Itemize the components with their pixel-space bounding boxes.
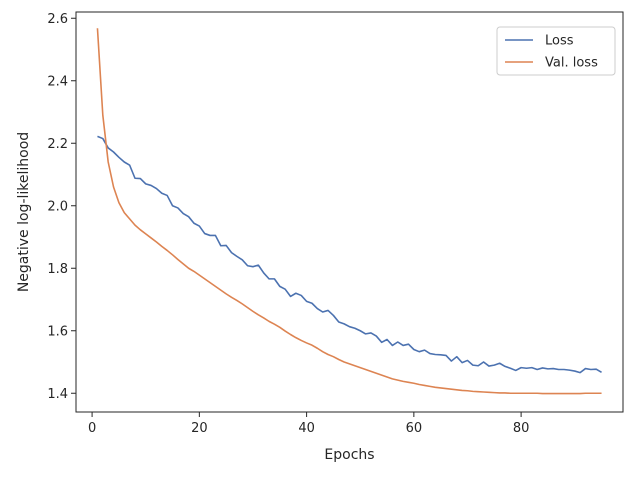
x-tick-label: 0 bbox=[88, 421, 96, 436]
x-tick-label: 40 bbox=[298, 421, 315, 436]
y-tick-label: 1.6 bbox=[47, 324, 68, 339]
y-tick-label: 2.2 bbox=[47, 137, 68, 152]
series-line-loss bbox=[97, 135, 602, 374]
series-line-val-loss bbox=[96, 28, 602, 395]
x-tick-label: 60 bbox=[406, 421, 423, 436]
legend-label: Val. loss bbox=[545, 56, 598, 71]
x-tick-label: 80 bbox=[513, 421, 530, 436]
y-tick-label: 2.0 bbox=[47, 199, 68, 214]
y-tick-label: 1.4 bbox=[47, 387, 68, 402]
legend-label: Loss bbox=[545, 34, 574, 49]
y-tick-label: 1.8 bbox=[47, 262, 68, 277]
legend-box bbox=[496, 26, 616, 76]
x-axis-label: Epochs bbox=[324, 447, 374, 463]
axes: 0 20 40 60 80 1.4 1.6 1.8 2.0 2.2 2.4 2.6 bbox=[47, 11, 624, 436]
axes-frame bbox=[75, 11, 624, 413]
y-axis-label: Negative log-likelihood bbox=[16, 132, 32, 292]
legend: Loss Val. loss bbox=[496, 26, 616, 76]
y-tick-label: 2.6 bbox=[47, 12, 68, 27]
plot-area bbox=[96, 28, 602, 395]
x-tick-label: 20 bbox=[191, 421, 208, 436]
y-tick-label: 2.4 bbox=[47, 74, 68, 89]
